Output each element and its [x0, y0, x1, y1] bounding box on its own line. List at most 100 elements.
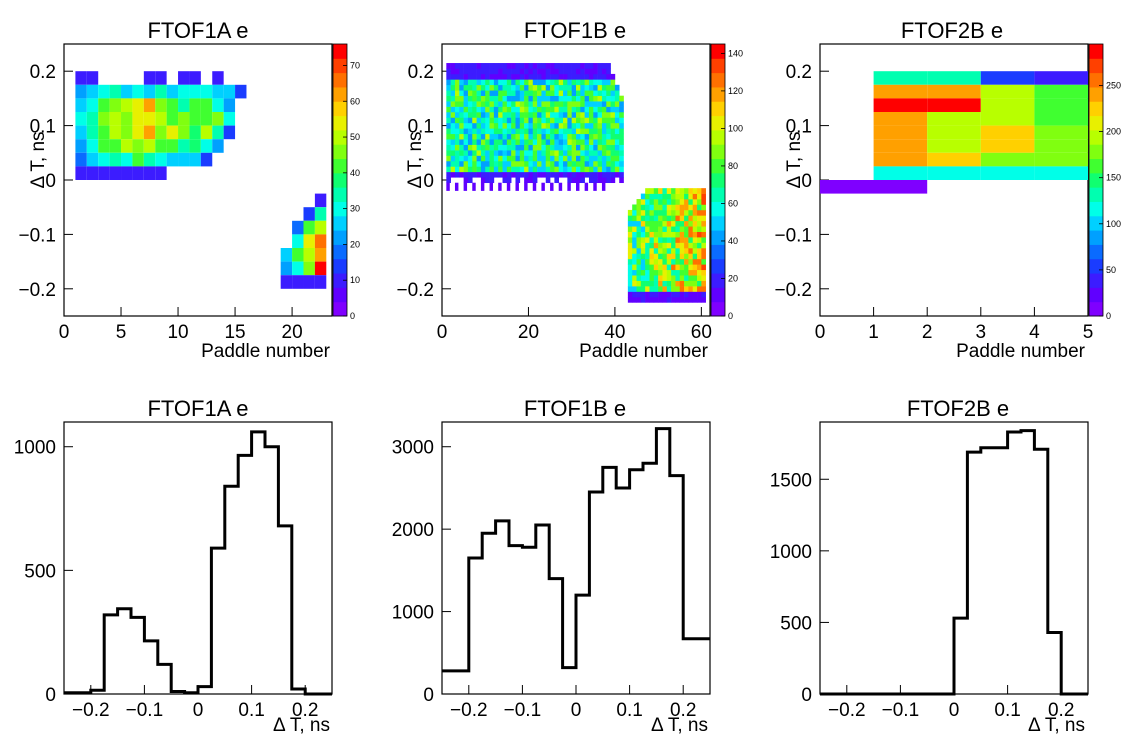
colorbar-segment	[711, 129, 725, 145]
heatmap-cell	[567, 139, 572, 145]
x-tick-label: 0.1	[238, 700, 264, 721]
heatmap-cell	[563, 79, 568, 86]
heatmap-cell	[450, 128, 456, 135]
heatmap-cell	[537, 84, 542, 91]
heatmap-cell	[653, 291, 659, 298]
heatmap-cell	[506, 155, 512, 162]
heatmap-cell	[558, 90, 564, 96]
heatmap-cell	[519, 171, 525, 178]
heatmap-cell	[662, 199, 668, 205]
heatmap-cell	[476, 63, 482, 69]
heatmap-cell	[697, 231, 702, 238]
heatmap-cell	[614, 139, 620, 145]
heatmap-cell	[580, 150, 585, 156]
heatmap-cell	[662, 286, 668, 292]
heatmap-cell	[688, 237, 694, 243]
heatmap-cell	[653, 275, 659, 281]
heatmap-cell	[292, 248, 304, 262]
heatmap-cell	[619, 117, 624, 124]
heatmap-cell	[601, 160, 607, 167]
heatmap-cell	[303, 275, 315, 289]
heatmap-cell	[597, 95, 603, 102]
colorbar-tick-label: 20	[728, 273, 738, 283]
heatmap-cell	[671, 280, 676, 287]
heatmap-cell	[679, 242, 685, 249]
heatmap-cell	[459, 112, 464, 118]
heatmap-cell	[454, 117, 460, 124]
heatmap-cell	[489, 117, 495, 124]
colorbar-tick-label: 0	[728, 311, 733, 321]
heatmap-cell	[121, 139, 133, 153]
heatmap-cell	[554, 144, 560, 151]
heatmap-cell	[485, 133, 490, 140]
heatmap-cell	[554, 79, 560, 86]
heatmap-cell	[679, 215, 685, 222]
heatmap-cell	[528, 63, 534, 69]
heatmap-cell	[679, 199, 685, 205]
heatmap-cell	[649, 242, 655, 249]
heatmap-cell	[537, 90, 542, 96]
heatmap-cell	[980, 125, 1035, 140]
heatmap-cell	[493, 150, 499, 156]
heatmap-cell	[571, 79, 577, 86]
heatmap-cell	[550, 182, 554, 191]
colorbar-segment	[333, 201, 347, 217]
heatmap-cell	[658, 269, 663, 276]
x-tick-label: −0.2	[72, 700, 110, 721]
heatmap-cell	[558, 155, 564, 162]
heatmap-cell	[684, 209, 689, 216]
heatmap-cell	[692, 215, 698, 222]
heatmap-cell	[498, 73, 503, 80]
heatmap-cell	[532, 73, 538, 80]
heatmap-cell	[645, 209, 650, 216]
heatmap-cell	[567, 182, 571, 191]
heatmap-cell	[493, 84, 499, 91]
heatmap-cell	[178, 139, 190, 153]
heatmap-cell	[927, 84, 981, 99]
heatmap-cell	[515, 84, 521, 91]
heatmap-cell	[532, 68, 538, 75]
heatmap-cell	[467, 177, 473, 184]
heatmap-cell	[627, 242, 633, 249]
heatmap-cell	[571, 122, 577, 129]
heatmap-cell	[588, 128, 594, 135]
heatmap-cell	[524, 128, 529, 135]
heatmap-cell	[524, 63, 529, 69]
heatmap-cell	[666, 199, 672, 205]
heatmap-cell	[576, 101, 581, 107]
heatmap-cell	[489, 182, 494, 191]
heatmap-cell	[515, 160, 521, 167]
heatmap-cell	[610, 117, 616, 124]
heatmap-cell	[545, 122, 551, 129]
heatmap-cell	[235, 84, 247, 99]
heatmap-cell	[515, 139, 521, 145]
heatmap-cell	[155, 98, 167, 112]
heatmap-cell	[485, 139, 490, 145]
heatmap-cell	[454, 90, 460, 96]
heatmap-cell	[666, 286, 672, 292]
heatmap-cell	[653, 286, 659, 292]
heatmap-cell	[649, 248, 655, 254]
heatmap-cell	[493, 160, 499, 167]
heatmap-cell	[502, 73, 508, 80]
heatmap-cell	[697, 269, 702, 276]
heatmap-cell	[515, 106, 521, 113]
heatmap-cell	[109, 84, 122, 99]
heatmap-cell	[601, 79, 607, 86]
heatmap-cell	[476, 79, 482, 86]
x-tick-label: 10	[167, 322, 188, 343]
heatmap-cell	[524, 177, 529, 184]
heatmap-cell	[502, 117, 508, 124]
heatmap-cell	[627, 258, 633, 265]
heatmap-cell	[558, 68, 564, 75]
axes-frame	[441, 43, 711, 317]
heatmap-cell	[75, 125, 87, 140]
heatmap-cell	[545, 177, 551, 184]
heatmap-cell	[489, 73, 495, 80]
heatmap-cell	[550, 63, 555, 69]
heatmap-cell	[502, 144, 508, 151]
heatmap-cell	[640, 204, 646, 211]
heatmap-cell	[554, 95, 560, 102]
heatmap-cell	[593, 112, 598, 118]
heatmap-cell	[588, 155, 594, 162]
